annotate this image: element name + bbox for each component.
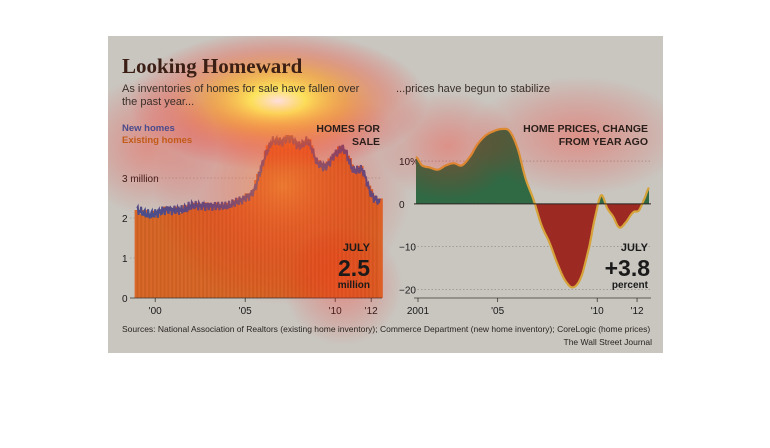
y-tick-label: −20 <box>399 285 416 296</box>
x-tick-label: '12 <box>365 306 378 317</box>
x-tick-label: '00 <box>149 306 162 317</box>
inventory-callout-unit: million <box>337 280 370 291</box>
legend-existing-homes: Existing homes <box>122 135 193 146</box>
existing-homes-bar <box>377 198 383 298</box>
source-note: Sources: National Association of Realtor… <box>122 324 651 334</box>
x-tick-label: '12 <box>631 306 644 317</box>
x-tick-label: '05 <box>239 306 252 317</box>
legend-new-homes: New homes <box>122 123 175 134</box>
subtitle-right: ...prices have begun to stabilize <box>396 83 551 95</box>
negative-change-area <box>416 203 649 288</box>
inventory-callout-value: 2.5 <box>338 255 370 281</box>
y-tick-label: 1 <box>122 254 128 265</box>
x-tick-label: '10 <box>329 306 342 317</box>
prices-callout-month: JULY <box>620 242 648 254</box>
x-tick-label: '05 <box>491 306 504 317</box>
homes-for-sale-title: HOMES FOR SALE <box>316 123 380 148</box>
y-tick-label: 2 <box>122 214 128 225</box>
x-tick-label: 2001 <box>407 306 430 317</box>
y-tick-label: −10 <box>399 243 416 254</box>
x-tick-label: '10 <box>591 306 604 317</box>
publisher-credit: The Wall Street Journal <box>563 337 653 347</box>
y-tick-label: 0 <box>399 200 405 211</box>
subtitle-left: As inventories of homes for sale have fa… <box>122 83 360 108</box>
prices-callout-value: +3.8 <box>604 255 650 281</box>
prices-callout-unit: percent <box>611 280 648 291</box>
inventory-callout-month: JULY <box>342 242 370 254</box>
chart-title: Looking Homeward <box>122 54 303 78</box>
home-prices-title: HOME PRICES, CHANGE FROM YEAR AGO <box>523 123 648 148</box>
y-tick-label: 0 <box>122 294 128 305</box>
y-tick-label: 3 million <box>122 174 159 185</box>
